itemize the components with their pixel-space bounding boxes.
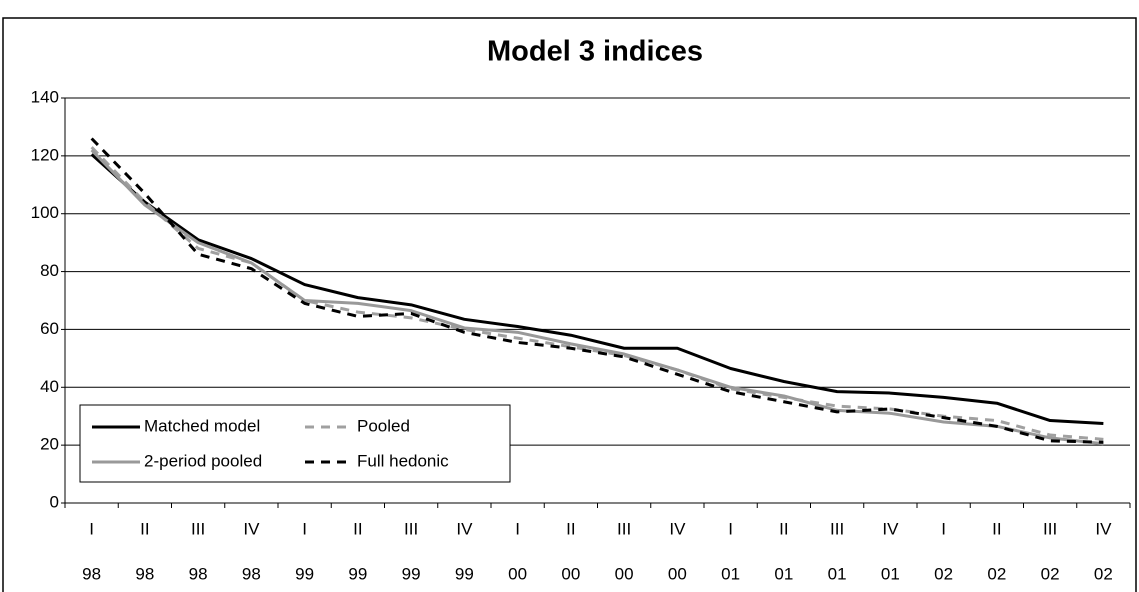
x-tick-label: 98: [82, 564, 101, 583]
series-line: [90, 149, 1104, 446]
x-tick-label: 98: [135, 564, 154, 583]
x-tick-label: 98: [242, 564, 261, 583]
y-tick-label: 40: [40, 377, 59, 396]
legend-box: [79, 404, 511, 483]
y-tick-label: 100: [31, 203, 59, 222]
x-tick-label: II: [353, 519, 362, 538]
chart-title: Model 3 indices: [487, 36, 703, 68]
x-tick-label: III: [830, 519, 844, 538]
x-tick-label: II: [566, 519, 575, 538]
x-tick-label: IV: [456, 519, 473, 538]
x-tick-label: 99: [295, 564, 314, 583]
x-tick-label: 02: [987, 564, 1006, 583]
x-tick-label: III: [617, 519, 631, 538]
x-tick-label: IV: [243, 519, 260, 538]
x-tick-label: I: [728, 519, 733, 538]
x-tick-label: 02: [1041, 564, 1060, 583]
y-tick-label: 60: [40, 319, 59, 338]
x-tick-label: I: [941, 519, 946, 538]
x-tick-label: II: [779, 519, 788, 538]
legend-label: Matched model: [144, 416, 260, 435]
x-tick-label: II: [992, 519, 1001, 538]
legend-label: Pooled: [357, 416, 410, 435]
x-tick-label: I: [302, 519, 307, 538]
x-tick-label: 00: [668, 564, 687, 583]
x-tick-label: IV: [882, 519, 899, 538]
x-tick-label: 00: [615, 564, 634, 583]
legend-label: Full hedonic: [357, 451, 449, 470]
x-tick-label: I: [89, 519, 94, 538]
y-tick-label: 0: [50, 492, 59, 511]
x-tick-label: 01: [774, 564, 793, 583]
y-tick-label: 20: [40, 435, 59, 454]
x-tick-label: III: [191, 519, 205, 538]
y-tick-label: 120: [31, 145, 59, 164]
y-tick-label: 80: [40, 261, 59, 280]
x-tick-label: 02: [1094, 564, 1113, 583]
x-tick-label: III: [1043, 519, 1057, 538]
legend-label: 2-period pooled: [144, 451, 262, 470]
x-tick-label: 99: [348, 564, 367, 583]
x-tick-label: 02: [934, 564, 953, 583]
x-tick-label: IV: [669, 519, 686, 538]
x-tick-label: 00: [508, 564, 527, 583]
x-tick-label: 98: [189, 564, 208, 583]
x-tick-label: 01: [881, 564, 900, 583]
series-line: [90, 153, 1104, 425]
x-tick-label: I: [515, 519, 520, 538]
x-tick-label: 01: [721, 564, 740, 583]
x-tick-label: 99: [455, 564, 474, 583]
x-tick-label: 99: [402, 564, 421, 583]
x-tick-label: II: [140, 519, 149, 538]
x-tick-label: IV: [1095, 519, 1112, 538]
x-tick-label: 01: [828, 564, 847, 583]
y-tick-label: 140: [31, 87, 59, 106]
x-tick-label: 00: [561, 564, 580, 583]
chart-frame: [2, 17, 1137, 592]
x-tick-label: III: [404, 519, 418, 538]
